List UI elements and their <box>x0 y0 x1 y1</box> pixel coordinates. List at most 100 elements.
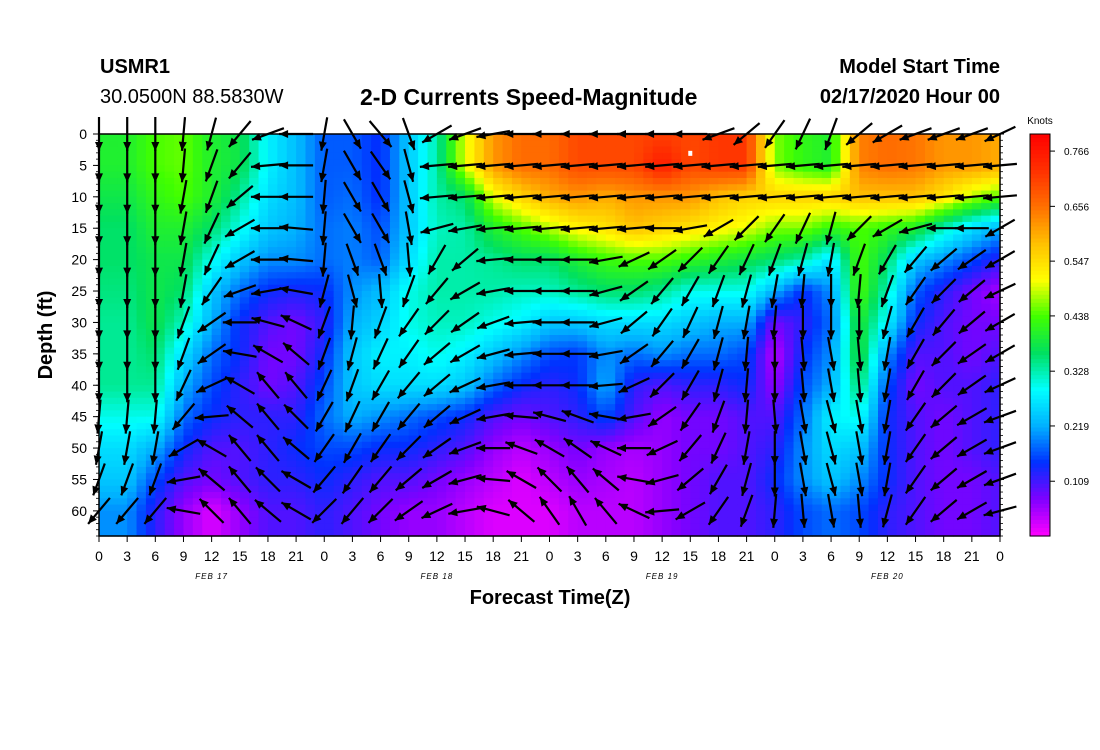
heatmap-cell <box>127 429 138 437</box>
heatmap-cell <box>202 454 213 462</box>
heatmap-cell <box>887 391 898 399</box>
heatmap-cell <box>924 265 935 273</box>
heatmap-cell <box>746 448 757 455</box>
heatmap-cell <box>671 441 682 449</box>
heatmap-cell <box>521 215 532 223</box>
heatmap-cell <box>99 134 109 141</box>
heatmap-cell <box>549 422 560 430</box>
heatmap-cell <box>915 435 926 443</box>
heatmap-cell <box>877 372 888 380</box>
heatmap-cell <box>596 372 607 380</box>
heatmap-cell <box>840 177 851 185</box>
heatmap-cell <box>493 416 504 424</box>
heatmap-cell <box>465 328 476 336</box>
heatmap-cell <box>521 429 532 437</box>
heatmap-cell <box>587 422 598 430</box>
heatmap-cell <box>924 397 935 405</box>
heatmap-cell <box>943 165 954 173</box>
heatmap-cell <box>145 448 156 455</box>
heatmap-cell <box>680 247 691 254</box>
heatmap-cell <box>465 303 476 311</box>
heatmap-cell <box>155 422 166 430</box>
heatmap-cell <box>333 190 344 198</box>
heatmap-cell <box>615 196 626 204</box>
heatmap-cell <box>192 366 203 374</box>
heatmap-cell <box>558 146 569 154</box>
heatmap-cell <box>267 159 278 167</box>
heatmap-cell <box>389 435 400 443</box>
heatmap-cell <box>361 303 372 311</box>
heatmap-cell <box>981 203 992 210</box>
heatmap-cell <box>286 196 297 204</box>
heatmap-cell <box>896 284 907 292</box>
heatmap-cell <box>831 378 842 386</box>
heatmap-cell <box>774 309 785 317</box>
heatmap-cell <box>418 196 429 204</box>
heatmap-cell <box>221 177 231 185</box>
heatmap-cell <box>530 165 541 173</box>
heatmap-cell <box>127 353 138 361</box>
heatmap-cell <box>521 391 532 399</box>
heatmap-cell <box>258 303 269 311</box>
heatmap-cell <box>699 378 710 386</box>
heatmap-cell <box>493 429 504 437</box>
heatmap-cell <box>737 322 748 330</box>
heatmap-cell <box>305 253 316 261</box>
heatmap-cell <box>258 146 269 154</box>
heatmap-cell <box>314 209 325 217</box>
heatmap-cell <box>230 184 241 192</box>
heatmap-cell <box>868 410 879 418</box>
heatmap-cell <box>906 353 917 361</box>
heatmap-cell <box>887 215 898 223</box>
heatmap-cell <box>971 184 982 192</box>
heatmap-cell <box>202 404 213 411</box>
heatmap-cell <box>465 416 476 424</box>
heatmap-cell <box>605 253 616 261</box>
heatmap-cell <box>192 134 203 141</box>
heatmap-cell <box>990 297 1001 305</box>
heatmap-cell <box>183 152 194 160</box>
heatmap-cell <box>446 303 457 311</box>
heatmap-cell <box>127 454 138 462</box>
heatmap-cell <box>192 265 203 273</box>
heatmap-cell <box>258 416 269 424</box>
heatmap-cell <box>840 234 851 242</box>
heatmap-cell <box>633 152 644 160</box>
heatmap-cell <box>408 221 419 229</box>
heatmap-cell <box>361 247 372 254</box>
heatmap-cell <box>943 196 954 204</box>
heatmap-cell <box>577 454 588 462</box>
heatmap-cell <box>624 240 635 248</box>
heatmap-cell <box>493 297 504 305</box>
heatmap-cell <box>680 309 691 317</box>
heatmap-cell <box>568 328 579 336</box>
heatmap-cell <box>540 247 551 254</box>
heatmap-cell <box>755 234 766 242</box>
heatmap-cell <box>652 190 663 198</box>
heatmap-cell <box>249 297 260 305</box>
heatmap-cell <box>343 171 354 179</box>
heatmap-cell <box>643 429 654 437</box>
heatmap-cell <box>746 378 757 386</box>
heatmap-cell <box>380 366 391 374</box>
heatmap-cell <box>530 291 541 298</box>
heatmap-cell <box>831 190 842 198</box>
heatmap-cell <box>924 360 935 368</box>
heatmap-cell <box>183 134 194 141</box>
heatmap-cell <box>831 404 842 411</box>
heatmap-cell <box>737 309 748 317</box>
heatmap-cell <box>587 203 598 210</box>
heatmap-cell <box>446 353 457 361</box>
heatmap-cell <box>474 322 485 330</box>
heatmap-cell <box>746 152 757 160</box>
heatmap-cell <box>221 291 231 298</box>
heatmap-cell <box>164 284 175 292</box>
heatmap-cell <box>887 335 898 342</box>
heatmap-cell <box>587 397 598 405</box>
heatmap-cell <box>305 435 316 443</box>
heatmap-cell <box>380 215 391 223</box>
heatmap-cell <box>502 372 513 380</box>
heatmap-cell <box>483 341 494 349</box>
heatmap-cell <box>511 240 522 248</box>
heatmap-cell <box>418 335 429 342</box>
